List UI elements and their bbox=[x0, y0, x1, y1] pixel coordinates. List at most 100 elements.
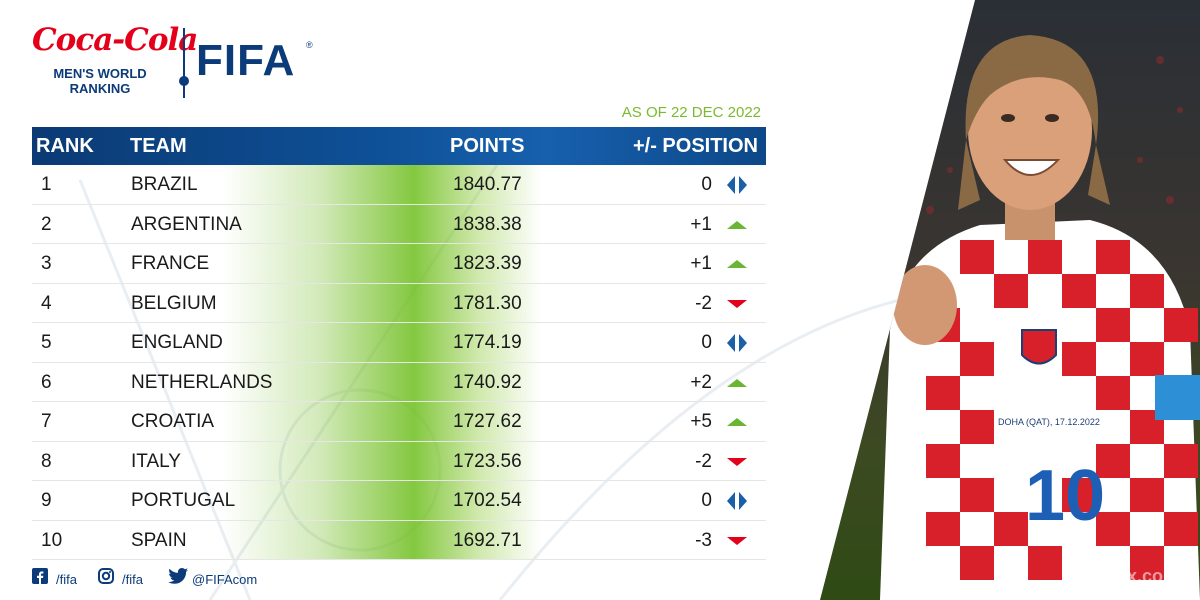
logo-header: Coca-Cola MEN'S WORLD RANKING FIFA ® bbox=[30, 22, 313, 102]
position-change-cell: 0 bbox=[701, 174, 712, 195]
position-change-cell: 0 bbox=[701, 332, 712, 353]
twitter-icon bbox=[168, 568, 188, 584]
team-cell: PORTUGAL bbox=[131, 490, 236, 511]
row-highlight bbox=[222, 204, 542, 243]
facebook-link[interactable]: /fifa bbox=[32, 568, 92, 588]
position-change-cell: -2 bbox=[695, 450, 712, 472]
rank-cell: 3 bbox=[41, 253, 52, 274]
table-row: 4 BELGIUM 1781.30 -2 bbox=[32, 283, 766, 323]
table-row: 1 BRAZIL 1840.77 0 bbox=[32, 165, 766, 205]
facebook-icon bbox=[32, 568, 48, 584]
table-body: 1 BRAZIL 1840.77 0 2 ARGENTINA 1838.38 +1 3 FRANC… bbox=[32, 165, 766, 560]
row-highlight bbox=[222, 323, 542, 362]
match-patch-text: DOHA (QAT), 17.12.2022 bbox=[998, 417, 1100, 427]
triangle-up-icon bbox=[727, 260, 747, 268]
position-change-cell: +1 bbox=[690, 253, 712, 274]
points-cell: 1740.92 bbox=[453, 371, 522, 393]
rank-cell: 4 bbox=[41, 292, 52, 314]
rank-cell: 10 bbox=[41, 529, 63, 551]
column-header-position: +/- POSITION bbox=[632, 135, 758, 157]
rank-cell: 6 bbox=[41, 371, 52, 393]
twitter-handle: @FIFAcom bbox=[192, 572, 258, 587]
row-highlight bbox=[222, 283, 542, 322]
team-cell: FRANCE bbox=[131, 253, 210, 274]
table-row: 7 CROATIA 1727.62 +5 bbox=[32, 402, 766, 442]
rank-cell: 2 bbox=[41, 213, 52, 235]
table-row: 5 ENGLAND 1774.19 0 bbox=[32, 323, 766, 363]
triangle-up-icon bbox=[727, 220, 747, 229]
column-header-team: TEAM bbox=[130, 135, 187, 157]
watermark: qtx.com bbox=[1110, 566, 1180, 586]
position-change-cell: -2 bbox=[695, 292, 712, 314]
points-cell: 1692.71 bbox=[453, 529, 522, 551]
triangle-up-icon bbox=[727, 418, 747, 426]
instagram-link[interactable]: /fifa bbox=[98, 568, 158, 588]
row-highlight bbox=[222, 165, 542, 204]
instagram-icon bbox=[98, 568, 114, 584]
points-cell: 1727.62 bbox=[453, 411, 522, 432]
triangle-down-icon bbox=[727, 299, 747, 308]
row-highlight bbox=[222, 520, 542, 559]
table-row: 2 ARGENTINA 1838.38 +1 bbox=[32, 204, 766, 244]
team-cell: ARGENTINA bbox=[131, 213, 242, 235]
position-change-cell: +2 bbox=[690, 371, 712, 393]
table-header: RANK TEAM POINTS +/- POSITION bbox=[32, 127, 766, 165]
table-row: 6 NETHERLANDS 1740.92 +2 bbox=[32, 362, 766, 402]
points-cell: 1723.56 bbox=[453, 450, 522, 472]
table-row: 10 SPAIN 1692.71 -3 bbox=[32, 520, 766, 560]
ranking-title-line1: MEN'S WORLD bbox=[53, 66, 147, 81]
ranking-title-line2: RANKING bbox=[69, 81, 131, 96]
points-cell: 1702.54 bbox=[453, 490, 522, 511]
position-change-cell: -3 bbox=[695, 529, 712, 551]
triangle-up-icon bbox=[727, 378, 747, 387]
team-cell: NETHERLANDS bbox=[131, 371, 273, 393]
team-cell: CROATIA bbox=[131, 411, 215, 432]
points-cell: 1781.30 bbox=[453, 292, 522, 314]
triangle-down-icon bbox=[727, 457, 747, 466]
double-triangle-icon bbox=[727, 176, 747, 194]
team-cell: BRAZIL bbox=[131, 174, 198, 195]
points-cell: 1823.39 bbox=[453, 253, 522, 274]
row-highlight bbox=[222, 362, 542, 401]
position-change-cell: 0 bbox=[701, 490, 712, 511]
points-cell: 1838.38 bbox=[453, 213, 522, 235]
instagram-handle: /fifa bbox=[122, 572, 143, 587]
ranking-table: RANK TEAM POINTS +/- POSITION 1 BRAZIL 184… bbox=[32, 127, 766, 560]
logo-divider-dot bbox=[179, 76, 189, 86]
rank-cell: 9 bbox=[41, 490, 52, 511]
table-row: 9 PORTUGAL 1702.54 0 bbox=[32, 481, 766, 521]
ranking-title: MEN'S WORLD RANKING bbox=[40, 66, 160, 96]
twitter-link[interactable]: @FIFAcom bbox=[168, 568, 268, 588]
rank-cell: 7 bbox=[41, 411, 52, 432]
row-highlight bbox=[222, 402, 542, 441]
position-change-cell: +5 bbox=[690, 411, 712, 432]
sponsor-logo: Coca-Cola bbox=[32, 22, 198, 58]
fifa-logo: FIFA bbox=[196, 36, 296, 85]
team-cell: ITALY bbox=[131, 450, 181, 472]
table-row: 3 FRANCE 1823.39 +1 bbox=[32, 244, 766, 284]
row-highlight bbox=[222, 481, 542, 520]
team-cell: ENGLAND bbox=[131, 332, 223, 353]
double-triangle-icon bbox=[727, 334, 747, 352]
triangle-down-icon bbox=[727, 536, 747, 545]
points-cell: 1840.77 bbox=[453, 174, 522, 195]
table-row: 8 ITALY 1723.56 -2 bbox=[32, 441, 766, 481]
rank-cell: 5 bbox=[41, 332, 52, 353]
team-cell: BELGIUM bbox=[131, 292, 217, 314]
column-header-rank: RANK bbox=[36, 135, 94, 157]
registered-mark: ® bbox=[306, 40, 313, 50]
jersey-number: 10 bbox=[1025, 456, 1105, 536]
points-cell: 1774.19 bbox=[453, 332, 522, 353]
row-highlight bbox=[222, 244, 542, 283]
rank-cell: 1 bbox=[41, 174, 52, 195]
position-change-cell: +1 bbox=[690, 213, 712, 235]
team-cell: SPAIN bbox=[131, 529, 187, 551]
row-highlight bbox=[222, 441, 542, 480]
column-header-points: POINTS bbox=[450, 135, 525, 157]
as-of-date: AS OF 22 DEC 2022 bbox=[621, 104, 761, 121]
double-triangle-icon bbox=[727, 492, 747, 510]
logo-divider bbox=[183, 28, 185, 98]
rank-cell: 8 bbox=[41, 450, 52, 472]
facebook-handle: /fifa bbox=[56, 572, 77, 587]
